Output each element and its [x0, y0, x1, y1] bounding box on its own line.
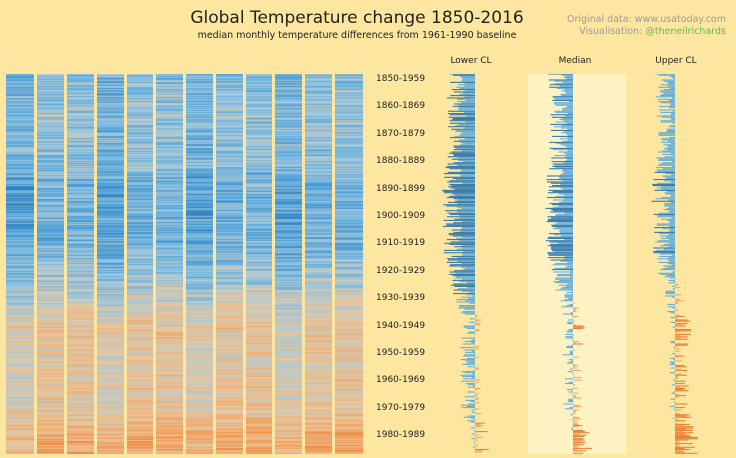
heatmap-column-divider — [93, 74, 97, 454]
heatmap-column-divider — [64, 74, 67, 454]
decade-label: 1890-1899 — [376, 183, 426, 194]
heatmap-month-column — [333, 74, 363, 454]
heatmap-column-divider — [331, 74, 335, 454]
heatmap-month-column — [244, 74, 274, 454]
heatmap-column-divider — [34, 74, 38, 454]
heatmap-column-divider — [153, 74, 157, 454]
panel-title-median: Median — [558, 56, 592, 66]
heatmap-month-column — [154, 74, 185, 454]
deviation-bars — [441, 73, 490, 454]
panel-median — [528, 73, 626, 454]
decade-label: 1870-1879 — [376, 128, 426, 139]
heatmap-month-column — [214, 74, 245, 454]
median-band — [528, 74, 626, 454]
panel-title-lower-cl: Lower CL — [450, 56, 492, 66]
heatmap-column-divider — [272, 74, 276, 454]
decade-label: 1880-1889 — [376, 156, 426, 167]
heatmap-column-divider — [123, 74, 127, 454]
chart-subtitle: median monthly temperature differences f… — [197, 30, 517, 41]
panel-lower-cl — [438, 73, 508, 454]
chart-title: Global Temperature change 1850-2016 — [190, 8, 524, 28]
heatmap-column-divider — [302, 74, 305, 454]
deviation-bars — [651, 73, 699, 454]
decade-label: 1850-1959 — [376, 74, 426, 84]
credit-source: Original data: www.usatoday.com — [566, 14, 726, 25]
decade-label: 1940-1949 — [376, 320, 426, 331]
heatmap-month-column — [6, 74, 36, 454]
decade-label: 1900-1909 — [376, 211, 426, 221]
decade-label: 1910-1919 — [376, 238, 426, 249]
decade-label: 1960-1969 — [376, 375, 426, 386]
panel-title-upper-cl: Upper CL — [655, 56, 697, 66]
heatmap-column-divider — [212, 74, 216, 454]
credit-vis-handle[interactable]: @theneilrichards — [645, 26, 726, 37]
decade-label: 1930-1939 — [376, 293, 426, 304]
heatmap-month-column — [95, 74, 126, 454]
heatmap-month-column — [125, 74, 155, 454]
decade-label: 1950-1959 — [376, 348, 426, 358]
credit-block: Original data: www.usatoday.com Visualis… — [567, 14, 726, 38]
decade-label: 1860-1869 — [376, 101, 426, 112]
decade-axis: 1850-1959 1860-1869 1870-1879 1880-1889 1890… — [376, 74, 446, 454]
heatmap-column-divider — [183, 74, 186, 454]
monthly-heatmap — [6, 74, 363, 454]
heatmap-month-column — [303, 74, 334, 454]
heatmap-month-column — [65, 74, 96, 454]
heatmap-month-column — [184, 74, 215, 454]
panel-upper-cl — [628, 73, 708, 454]
credit-visualisation: Visualisation: @theneilrichards — [567, 26, 726, 38]
deviation-bars — [528, 73, 626, 454]
credit-vis-prefix: Visualisation: — [579, 26, 646, 37]
decade-label: 1970-1979 — [376, 402, 426, 413]
heatmap-month-column — [35, 74, 66, 454]
decade-label: 1980-1989 — [376, 430, 426, 441]
heatmap-column-divider — [242, 74, 246, 454]
heatmap-month-column — [273, 74, 304, 454]
decade-label: 1920-1929 — [376, 265, 426, 276]
